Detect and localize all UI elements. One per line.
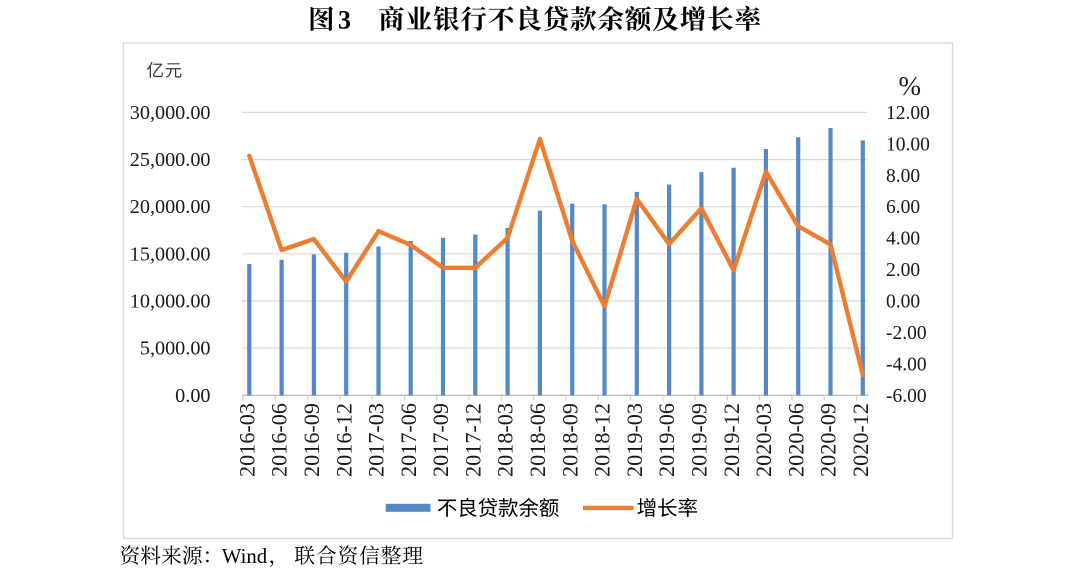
svg-text:2016-03: 2016-03 [234, 403, 259, 477]
svg-text:2019-12: 2019-12 [719, 403, 744, 477]
svg-text:2020-06: 2020-06 [783, 403, 808, 477]
svg-text:15,000.00: 15,000.00 [130, 243, 211, 265]
svg-text:6.00: 6.00 [886, 197, 920, 218]
svg-text:2016-12: 2016-12 [331, 403, 356, 477]
svg-text:2018-06: 2018-06 [525, 403, 550, 477]
svg-text:2019-06: 2019-06 [654, 403, 679, 477]
svg-text:2017-06: 2017-06 [396, 403, 421, 477]
svg-text:4.00: 4.00 [886, 229, 920, 250]
svg-text:2020-12: 2020-12 [848, 403, 873, 477]
svg-text:2018-09: 2018-09 [557, 403, 582, 477]
svg-text:%: % [899, 71, 922, 101]
svg-text:0.00: 0.00 [175, 385, 210, 407]
svg-text:2018-12: 2018-12 [590, 403, 615, 477]
svg-text:-2.00: -2.00 [886, 323, 927, 344]
svg-text:20,000.00: 20,000.00 [130, 196, 211, 218]
svg-text:2017-03: 2017-03 [364, 403, 389, 477]
svg-text:12.00: 12.00 [886, 103, 930, 124]
svg-text:2019-03: 2019-03 [622, 403, 647, 477]
svg-text:10.00: 10.00 [886, 134, 930, 155]
svg-text:25,000.00: 25,000.00 [130, 149, 211, 171]
svg-text:2016-06: 2016-06 [267, 403, 292, 477]
svg-text:2020-03: 2020-03 [751, 403, 776, 477]
svg-text:5,000.00: 5,000.00 [140, 338, 211, 360]
svg-text:Wind: Wind [222, 545, 268, 568]
svg-text:2.00: 2.00 [886, 260, 920, 281]
svg-text:2020-09: 2020-09 [816, 403, 841, 477]
svg-text:3: 3 [338, 6, 351, 35]
svg-text:2019-09: 2019-09 [687, 403, 712, 477]
svg-text:2017-12: 2017-12 [460, 403, 485, 477]
svg-text:8.00: 8.00 [886, 166, 920, 187]
svg-text:2017-09: 2017-09 [428, 403, 453, 477]
svg-text:10,000.00: 10,000.00 [130, 291, 211, 313]
svg-text:30,000.00: 30,000.00 [130, 102, 211, 124]
svg-text:-6.00: -6.00 [886, 386, 927, 407]
svg-text:0.00: 0.00 [886, 292, 920, 313]
svg-text:-4.00: -4.00 [886, 354, 927, 375]
svg-text:2018-03: 2018-03 [493, 403, 518, 477]
svg-text:2016-09: 2016-09 [299, 403, 324, 477]
